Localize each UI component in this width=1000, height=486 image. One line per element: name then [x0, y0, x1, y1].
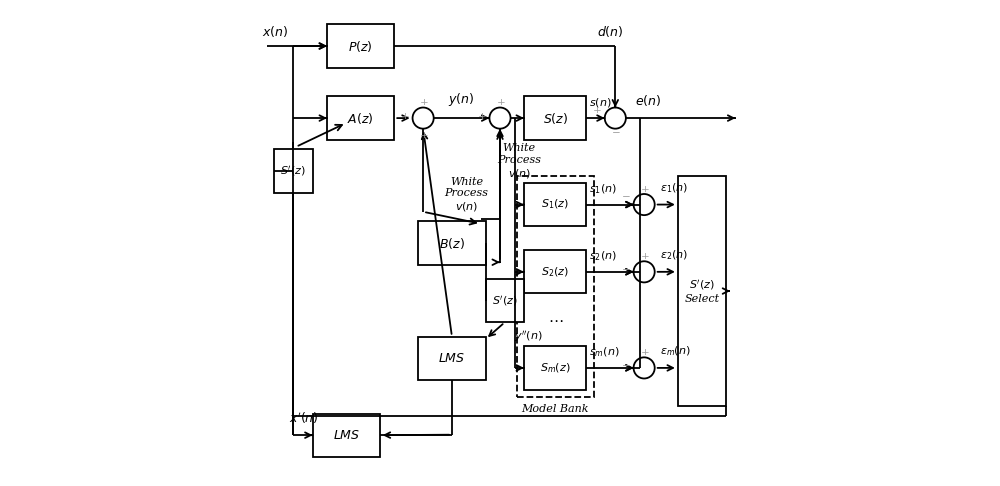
- Bar: [524, 347, 586, 390]
- Text: $S'(z)$
Select: $S'(z)$ Select: [684, 278, 719, 304]
- Bar: [313, 414, 380, 457]
- Text: $\cdots$: $\cdots$: [548, 313, 563, 327]
- Text: $A(z)$: $A(z)$: [347, 111, 374, 125]
- Text: +: +: [641, 348, 649, 357]
- Bar: [524, 183, 586, 226]
- Text: +: +: [641, 185, 649, 194]
- Text: $\varepsilon_1(n)$: $\varepsilon_1(n)$: [660, 181, 688, 195]
- Text: −: −: [622, 266, 631, 275]
- Bar: [418, 337, 486, 380]
- Text: White
Process
$v(n)$: White Process $v(n)$: [444, 177, 488, 213]
- Text: −: −: [622, 362, 631, 371]
- Bar: [486, 279, 524, 322]
- Text: +: +: [497, 98, 505, 107]
- Text: $s_2(n)$: $s_2(n)$: [589, 250, 617, 263]
- Bar: [327, 24, 394, 68]
- Text: $s_m(n)$: $s_m(n)$: [589, 346, 619, 359]
- Text: −: −: [622, 193, 631, 202]
- Circle shape: [413, 107, 434, 129]
- Bar: [524, 250, 586, 294]
- Text: $S'(z)$: $S'(z)$: [492, 294, 518, 308]
- Circle shape: [634, 357, 655, 379]
- Text: White
Process
$v(n)$: White Process $v(n)$: [497, 143, 541, 179]
- Circle shape: [605, 107, 626, 129]
- Text: +: +: [478, 112, 487, 121]
- Text: $\varepsilon_2(n)$: $\varepsilon_2(n)$: [660, 249, 688, 262]
- Text: $B(z)$: $B(z)$: [439, 236, 465, 250]
- Text: Model Bank: Model Bank: [522, 404, 589, 414]
- Text: +: +: [641, 252, 649, 261]
- Text: −: −: [612, 129, 621, 138]
- Text: $S_2(z)$: $S_2(z)$: [541, 265, 569, 278]
- Text: $S_m(z)$: $S_m(z)$: [540, 361, 571, 375]
- Circle shape: [634, 261, 655, 282]
- Text: $\varepsilon_m(n)$: $\varepsilon_m(n)$: [660, 345, 690, 358]
- Text: $y(n)$: $y(n)$: [448, 91, 475, 108]
- Bar: [327, 96, 394, 139]
- Text: $LMS$: $LMS$: [333, 429, 360, 442]
- Circle shape: [489, 107, 511, 129]
- Text: $LMS$: $LMS$: [438, 352, 466, 365]
- Text: +: +: [401, 112, 410, 121]
- Text: $s(n)$: $s(n)$: [589, 96, 612, 109]
- Bar: [678, 176, 726, 406]
- Bar: [274, 149, 313, 192]
- Text: $d(n)$: $d(n)$: [597, 24, 624, 39]
- Bar: [418, 222, 486, 264]
- Text: +: +: [420, 131, 428, 140]
- Text: $e(n)$: $e(n)$: [635, 93, 662, 108]
- Text: $S(z)$: $S(z)$: [543, 111, 568, 125]
- Text: $S'(z)$: $S'(z)$: [280, 164, 306, 178]
- Text: $s_1(n)$: $s_1(n)$: [589, 182, 617, 196]
- Bar: [524, 96, 586, 139]
- Text: $y''(n)$: $y''(n)$: [514, 330, 543, 345]
- Bar: [517, 176, 594, 397]
- Circle shape: [634, 194, 655, 215]
- Text: $P(z)$: $P(z)$: [348, 38, 373, 53]
- Text: $S_1(z)$: $S_1(z)$: [541, 198, 569, 211]
- Text: $x(n)$: $x(n)$: [262, 24, 289, 39]
- Text: +: +: [420, 98, 428, 107]
- Text: $x'(n)$: $x'(n)$: [289, 410, 318, 426]
- Text: +: +: [593, 106, 602, 115]
